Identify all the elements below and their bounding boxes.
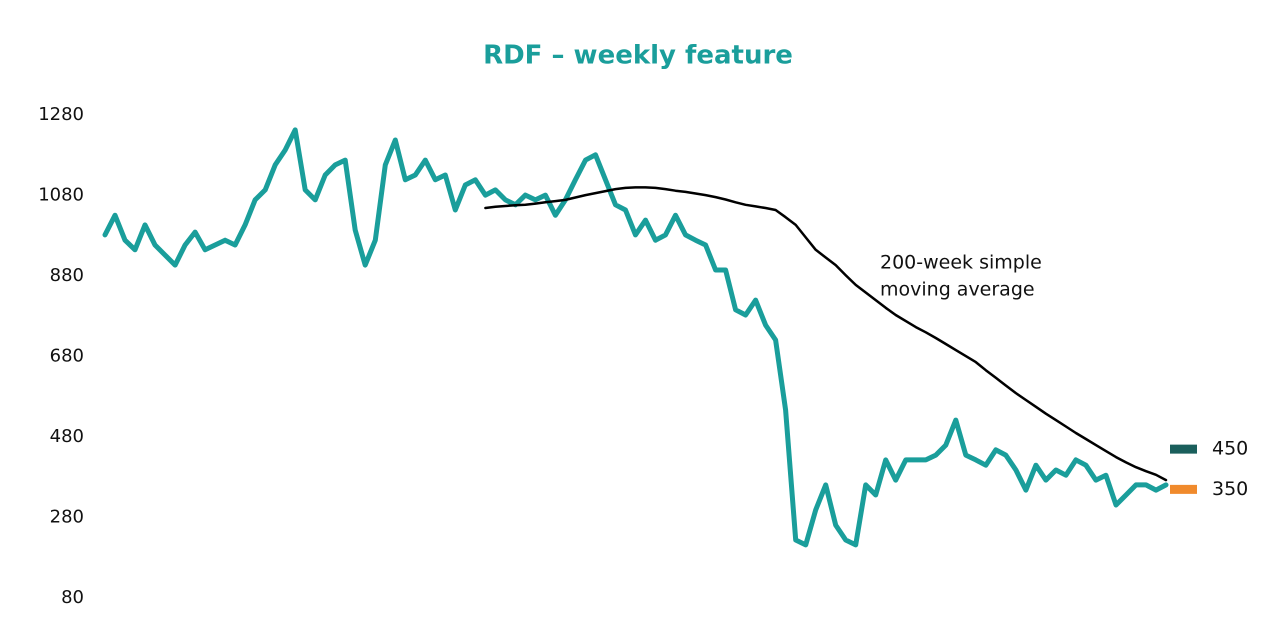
annotation: moving average [880,279,1035,301]
level-label: 350 [1212,478,1248,500]
chart-title: RDF – weekly feature [483,41,793,71]
y-tick-label: 1280 [38,104,84,125]
y-tick-label: 80 [61,587,84,608]
y-tick-label: 280 [50,507,84,528]
y-tick-label: 480 [50,426,84,447]
y-tick-label: 880 [50,265,84,286]
moving-average-line [484,186,1168,482]
level-label: 450 [1212,438,1248,460]
annotation: 200-week simple [880,252,1042,274]
price-line [102,127,1169,548]
y-tick-label: 1080 [38,185,84,206]
y-tick-label: 680 [50,346,84,367]
